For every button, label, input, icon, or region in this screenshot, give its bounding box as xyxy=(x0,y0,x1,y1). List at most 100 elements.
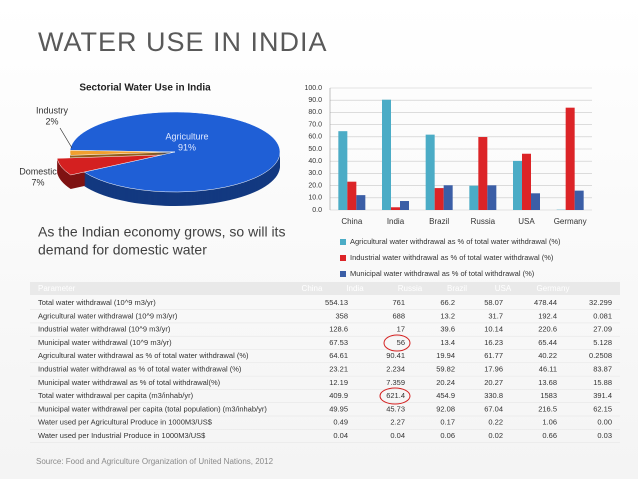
table-header: Brazil xyxy=(447,284,467,293)
x-tick-label: USA xyxy=(518,217,535,226)
table-cell: Industrial water withdrawal (10^9 m3/yr) xyxy=(38,325,171,334)
y-tick-label: 10.0 xyxy=(308,195,322,202)
pie-category-label: Domestic xyxy=(19,166,57,176)
table-cell: 66.2 xyxy=(440,298,455,307)
table-cell: 1583 xyxy=(540,391,557,400)
table-header: Germany xyxy=(537,284,570,293)
table-cell: 0.17 xyxy=(440,418,455,427)
pie-category-label: Industry xyxy=(36,105,69,115)
table-cell: 67.04 xyxy=(484,404,503,413)
table-cell: 358 xyxy=(335,311,348,320)
table-cell: 31.7 xyxy=(488,311,503,320)
table-cell: Agricultural water withdrawal (10^9 m3/y… xyxy=(38,311,178,320)
pie-value-label: 91% xyxy=(178,142,196,152)
table-cell: 32.299 xyxy=(589,298,612,307)
content: Sectorial Water Use in IndiaAgriculture9… xyxy=(19,83,620,443)
legend-label: Industrial water withdrawal as % of tota… xyxy=(350,253,554,262)
bar xyxy=(391,207,400,210)
table-cell: 65.44 xyxy=(538,338,557,347)
table-cell: 391.4 xyxy=(593,391,612,400)
x-tick-label: Brazil xyxy=(429,217,449,226)
bar xyxy=(469,185,479,210)
table-cell: 19.94 xyxy=(436,351,455,360)
table-cell: Water used per Agricultural Produce in 1… xyxy=(38,418,213,427)
table-cell: 220.6 xyxy=(538,325,557,334)
bar xyxy=(425,134,435,210)
subtitle-line: As the Indian economy grows, so will its xyxy=(38,224,285,240)
table-cell: 39.6 xyxy=(440,325,455,334)
table-header: USA xyxy=(495,284,512,293)
table-cell: 0.04 xyxy=(390,431,405,440)
x-tick-label: China xyxy=(341,217,362,226)
table-cell: Industrial water withdrawal as % of tota… xyxy=(38,364,242,373)
y-tick-label: 100.0 xyxy=(304,85,322,92)
table-cell: 0.00 xyxy=(597,418,612,427)
pie-slice xyxy=(69,150,176,156)
table-cell: 16.23 xyxy=(484,338,503,347)
legend-swatch xyxy=(340,239,346,245)
table-cell: 13.2 xyxy=(440,311,455,320)
table-cell: 2.234 xyxy=(386,364,405,373)
table-cell: 0.04 xyxy=(333,431,348,440)
bar xyxy=(347,181,357,210)
bar xyxy=(382,99,391,210)
table-cell: 12.19 xyxy=(329,378,348,387)
table-cell: 40.22 xyxy=(538,351,557,360)
table-cell: 0.03 xyxy=(597,431,612,440)
legend-swatch xyxy=(340,255,346,261)
y-tick-label: 90.0 xyxy=(308,97,322,104)
highlight-circle xyxy=(383,334,411,352)
pie-category-label: Agriculture xyxy=(165,131,208,141)
table-cell: 90.41 xyxy=(386,351,405,360)
table-cell: Municipal water withdrawal per capita (t… xyxy=(38,404,267,413)
table-cell: 56 xyxy=(397,338,405,347)
table-header: Parameter xyxy=(38,284,76,293)
table-cell: 554.13 xyxy=(325,298,348,307)
table-cell: 20.24 xyxy=(436,378,455,387)
table-cell: 27.09 xyxy=(593,325,612,334)
table-cell: 330.8 xyxy=(484,391,503,400)
legend-label: Agricultural water withdrawal as % of to… xyxy=(350,237,561,246)
table-cell: 5.128 xyxy=(593,338,612,347)
table-cell: 67.53 xyxy=(329,338,348,347)
table-header: India xyxy=(346,284,364,293)
table-cell: Total water withdrawal (10^9 m3/yr) xyxy=(38,298,156,307)
table-header: China xyxy=(302,284,323,293)
table-cell: Total water withdrawal per capita (m3/in… xyxy=(38,391,194,400)
bar xyxy=(434,188,444,210)
legend-label: Municipal water withdrawal as % of total… xyxy=(350,269,535,278)
table-cell: 2.27 xyxy=(390,418,405,427)
table-cell: 10.14 xyxy=(484,325,503,334)
table-cell: 621.4 xyxy=(386,391,405,400)
bar xyxy=(338,131,348,210)
table-cell: 92.08 xyxy=(436,404,455,413)
table-cell: 46.11 xyxy=(539,364,557,373)
table-cell: 478.44 xyxy=(534,298,557,307)
bar xyxy=(478,137,488,210)
table-cell: 128.6 xyxy=(329,325,348,334)
pie-title: Sectorial Water Use in India xyxy=(79,83,211,94)
bar xyxy=(574,190,584,210)
table-cell: 192.4 xyxy=(538,311,557,320)
table-cell: 17.96 xyxy=(484,364,503,373)
bar xyxy=(513,160,522,210)
table-cell: 0.49 xyxy=(333,418,348,427)
table-cell: 59.82 xyxy=(436,364,455,373)
table-cell: 0.22 xyxy=(488,418,503,427)
table-cell: 49.95 xyxy=(329,404,348,413)
table-cell: 688 xyxy=(392,311,405,320)
table-cell: Municipal water withdrawal (10^9 m3/yr) xyxy=(38,338,172,347)
bar xyxy=(531,193,540,210)
table-cell: 216.5 xyxy=(538,404,557,413)
y-tick-label: 50.0 xyxy=(308,146,322,153)
table-cell: 454.9 xyxy=(436,391,455,400)
slide-title: WATER USE IN INDIA xyxy=(38,27,328,57)
table-cell: 45.73 xyxy=(386,404,405,413)
table-cell: 61.77 xyxy=(484,351,503,360)
table-cell: 409.9 xyxy=(329,391,348,400)
pie-value-label: 7% xyxy=(31,177,44,187)
pie-slice xyxy=(56,154,162,176)
pie-value-label: 2% xyxy=(45,116,58,126)
table-cell: 20.27 xyxy=(484,378,503,387)
